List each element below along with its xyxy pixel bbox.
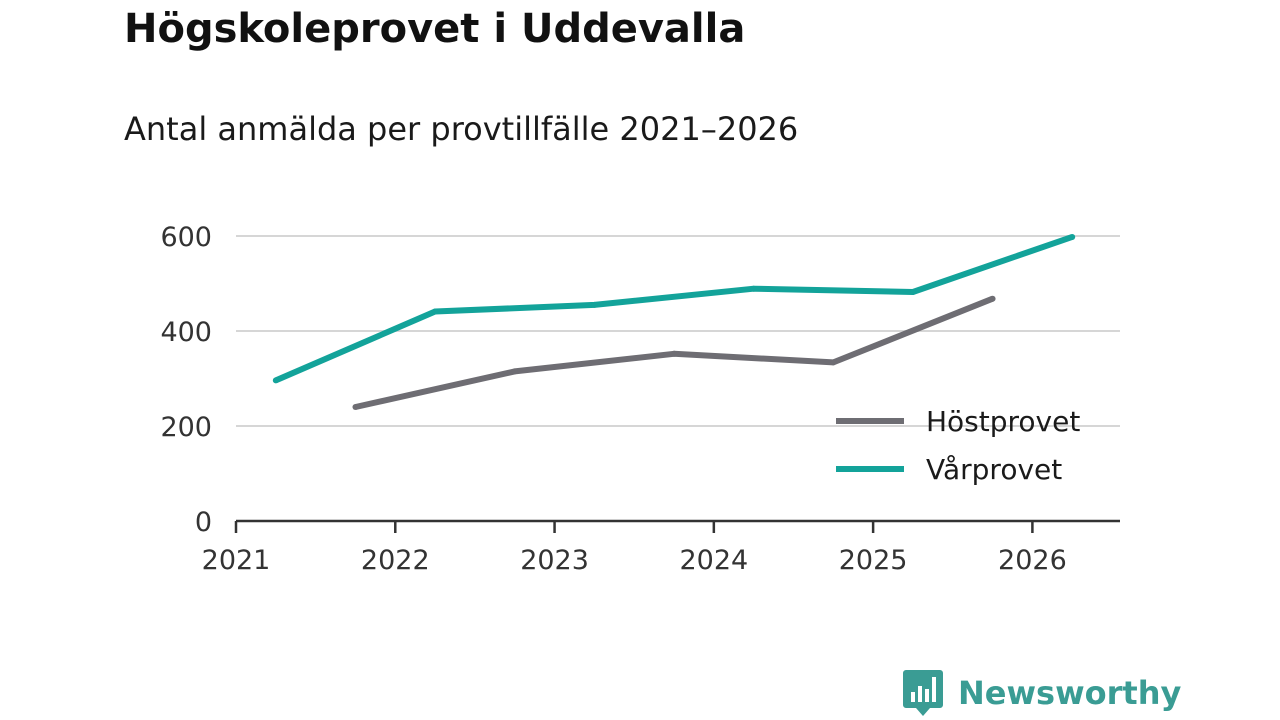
y-tick-label-200: 200: [160, 412, 212, 443]
legend-label-hostprovet: Höstprovet: [926, 405, 1080, 438]
data-point-varprovet-4: [909, 289, 916, 296]
x-tick-label-2021: 2021: [202, 545, 271, 576]
chart-subtitle: Antal anmälda per provtillfälle 2021–202…: [124, 110, 799, 148]
brand-name: Newsworthy: [958, 674, 1182, 712]
legend: Höstprovet Vårprovet: [836, 405, 1080, 486]
x-tick-label-2023: 2023: [520, 545, 589, 576]
data-point-varprovet-3: [750, 285, 757, 292]
newsworthy-logo-icon: [903, 670, 943, 716]
chart-title: Högskoleprovet i Uddevalla: [124, 6, 746, 52]
brand-logo: Newsworthy: [902, 668, 1181, 718]
y-tick-label-600: 600: [160, 222, 212, 253]
x-tick-label-2025: 2025: [839, 545, 908, 576]
series-lines: [272, 233, 1076, 410]
data-point-hostprovet-3: [830, 359, 837, 366]
data-point-hostprovet-2: [671, 350, 678, 357]
data-point-varprovet-0: [272, 377, 279, 384]
data-point-varprovet-5: [1069, 233, 1076, 240]
x-tick-label-2024: 2024: [679, 545, 748, 576]
axes: 0 200 400 600 2021 2022 2023 2024 2025 2026: [160, 222, 1120, 576]
series-line-varprovet: [274, 234, 1074, 384]
data-point-hostprovet-1: [511, 368, 518, 375]
data-point-varprovet-1: [432, 308, 439, 315]
data-point-hostprovet-0: [352, 404, 359, 410]
y-tick-label-0: 0: [195, 507, 212, 538]
y-tick-label-400: 400: [160, 317, 212, 348]
legend-label-varprovet: Vårprovet: [926, 453, 1062, 486]
x-tick-label-2022: 2022: [361, 545, 430, 576]
data-point-hostprovet-4: [989, 295, 996, 302]
data-point-varprovet-2: [591, 301, 598, 308]
x-tick-label-2026: 2026: [998, 545, 1067, 576]
